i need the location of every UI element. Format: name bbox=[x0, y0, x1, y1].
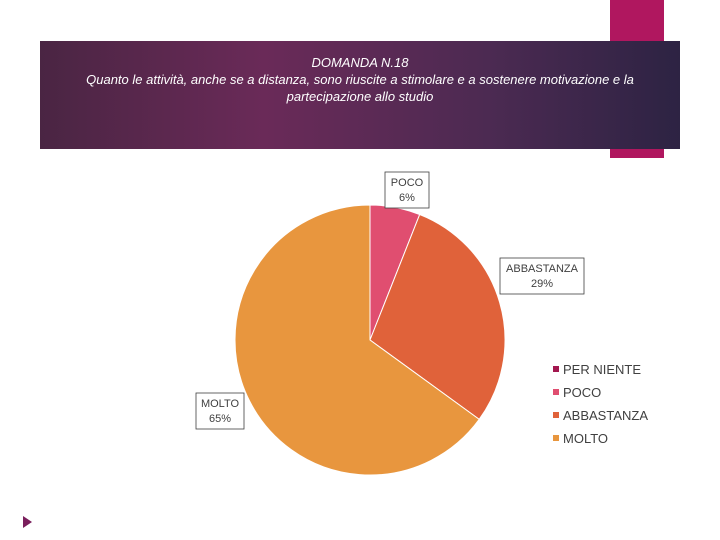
data-label-value: 6% bbox=[399, 192, 415, 204]
data-label-abbastanza: ABBASTANZA 29% bbox=[499, 257, 585, 295]
legend-swatch bbox=[553, 412, 559, 418]
legend-swatch bbox=[553, 389, 559, 395]
data-label-box bbox=[195, 392, 245, 430]
data-label-box bbox=[499, 257, 585, 295]
legend-item-per-niente: PER NIENTE bbox=[553, 362, 641, 377]
title-question-number: DOMANDA N.18 bbox=[311, 55, 409, 70]
header-band bbox=[40, 41, 680, 149]
title-question-line1: Quanto le attività, anche se a distanza,… bbox=[86, 72, 634, 87]
pie-slices bbox=[234, 204, 506, 476]
legend-label: PER NIENTE bbox=[563, 362, 641, 377]
data-labels: POCO 6% ABBASTANZA 29% MOLTO 65% bbox=[195, 171, 585, 430]
legend-item-molto: MOLTO bbox=[553, 431, 608, 446]
data-label-poco: POCO 6% bbox=[384, 171, 430, 209]
arrow-bullet-icon bbox=[23, 516, 32, 528]
legend-label: ABBASTANZA bbox=[563, 408, 648, 423]
data-label-box bbox=[384, 171, 430, 209]
slide-title: DOMANDA N.18 Quanto le attività, anche s… bbox=[40, 54, 680, 105]
data-label-category: POCO bbox=[391, 177, 424, 189]
pie-slice-molto bbox=[234, 204, 480, 476]
data-label-category: MOLTO bbox=[201, 398, 240, 410]
legend-label: POCO bbox=[563, 385, 601, 400]
data-label-molto: MOLTO 65% bbox=[195, 392, 245, 430]
legend-label: MOLTO bbox=[563, 431, 608, 446]
legend-swatch bbox=[553, 435, 559, 441]
legend-item-poco: POCO bbox=[553, 385, 601, 400]
pie-slice-abbastanza bbox=[369, 213, 506, 421]
legend-swatch bbox=[553, 366, 559, 372]
data-label-category: ABBASTANZA bbox=[506, 263, 579, 275]
title-question-line2: partecipazione allo studio bbox=[286, 89, 434, 104]
legend-item-abbastanza: ABBASTANZA bbox=[553, 408, 648, 423]
data-label-value: 65% bbox=[209, 413, 231, 425]
legend: PER NIENTE POCO ABBASTANZA MOLTO bbox=[553, 362, 648, 446]
data-label-value: 29% bbox=[531, 278, 553, 290]
